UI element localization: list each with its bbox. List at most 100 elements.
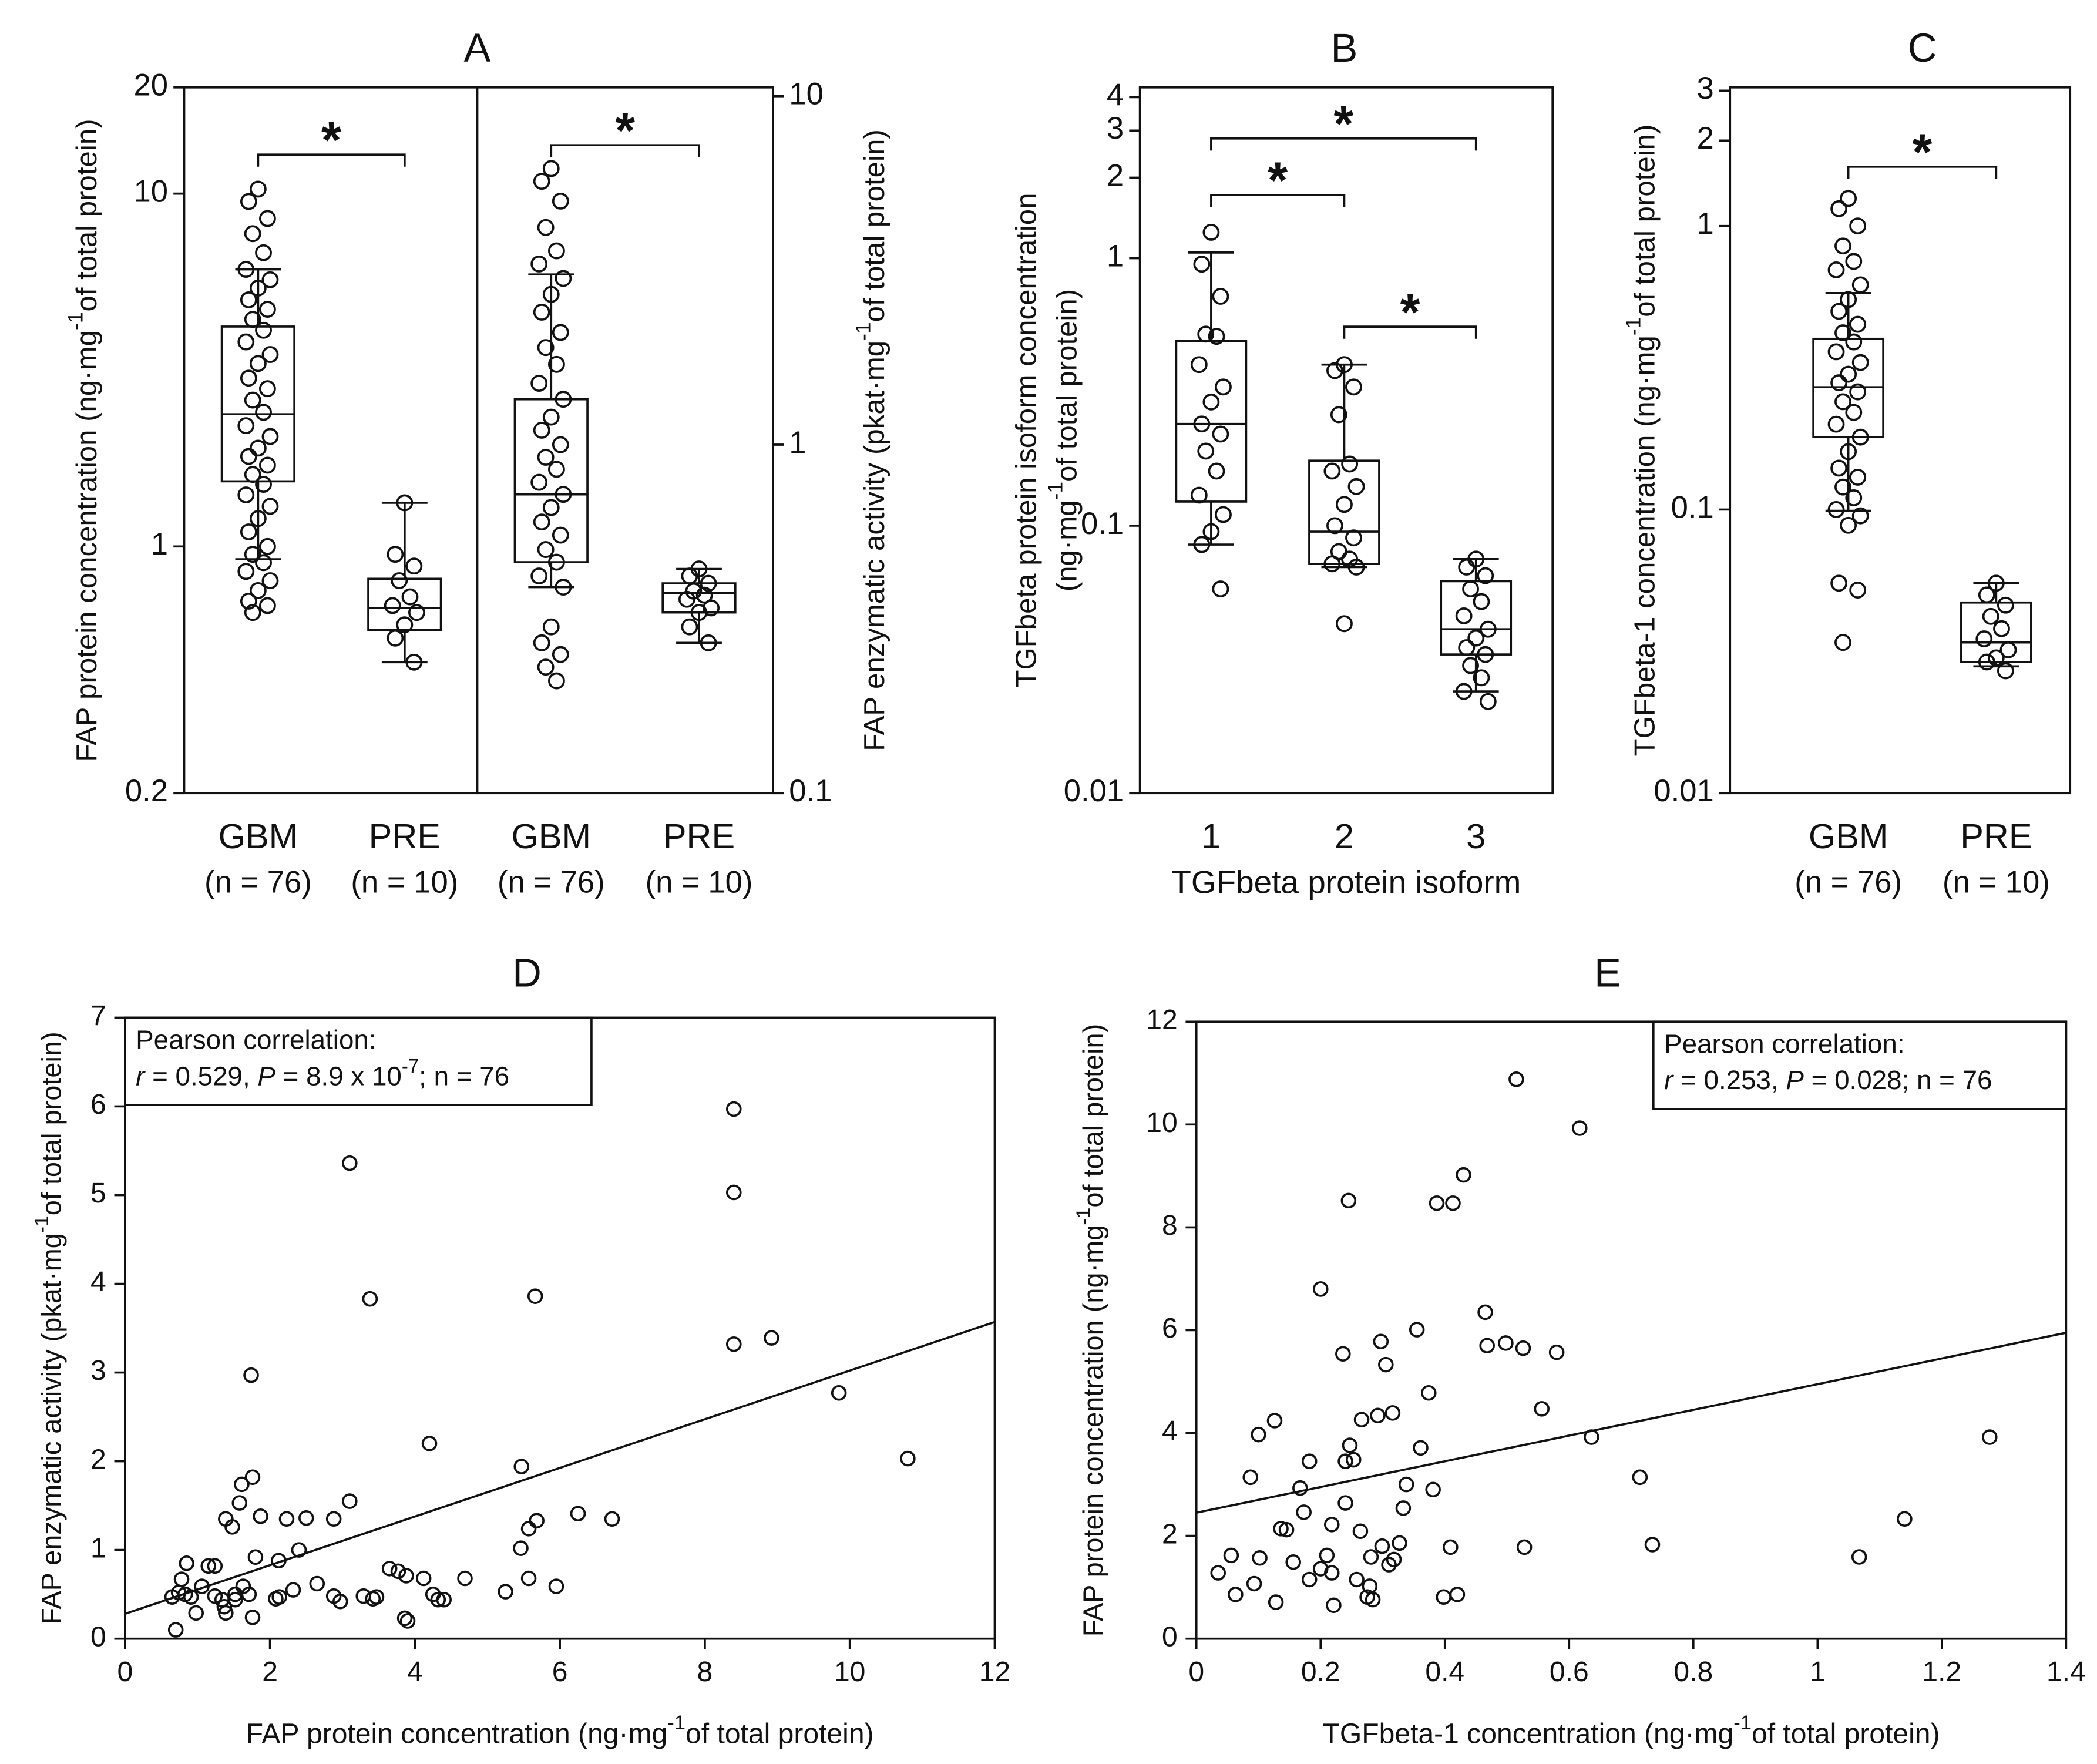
data-point (1212, 288, 1229, 305)
x-sublabel: (n = 10) (1943, 865, 2050, 900)
data-point (552, 324, 569, 341)
data-point (530, 256, 548, 273)
data-point (231, 1495, 248, 1511)
significance-bracket (1210, 194, 1346, 207)
data-point (520, 1570, 537, 1587)
data-point (167, 1622, 184, 1638)
data-point (1345, 378, 1362, 396)
x-axis-label: TGFbeta protein isoform (1171, 863, 1521, 900)
x-axis-label: FAP protein concentration (ng·mg-1of tot… (246, 1712, 874, 1749)
data-point (725, 1184, 742, 1201)
data-point (1449, 1587, 1466, 1602)
box (661, 582, 737, 614)
data-point (1830, 374, 1848, 391)
data-point (1346, 1451, 1362, 1468)
data-point (1845, 333, 1863, 351)
data-point (249, 180, 267, 198)
data-point (291, 1542, 307, 1558)
data-point (1341, 455, 1359, 473)
text-part: = 0.529, (144, 1061, 257, 1091)
data-point (278, 1511, 295, 1527)
data-point (1473, 669, 1490, 687)
x-tick-label: 4 (407, 1657, 423, 1688)
annotation-text: r = 0.253, P = 0.028; n = 76 (1664, 1065, 1992, 1095)
x-sublabel: (n = 76) (1794, 865, 1902, 900)
data-point (1851, 1549, 1867, 1565)
y-tick-label: 4 (90, 1266, 106, 1298)
data-point (1840, 291, 1857, 308)
y-tick-label: 0 (1162, 1621, 1178, 1652)
data-point (1456, 1167, 1471, 1183)
data-point (244, 311, 261, 328)
data-point (690, 604, 708, 621)
text-part: TGFbeta-1 concentration (ng·mg (1323, 1718, 1734, 1749)
data-point (1266, 1413, 1283, 1429)
data-point (1975, 630, 1993, 647)
data-point (681, 618, 698, 636)
data-point (1323, 555, 1341, 573)
data-point (258, 597, 276, 614)
data-point (725, 1336, 742, 1352)
data-point (1208, 462, 1225, 480)
data-point (1830, 303, 1848, 320)
data-point (1999, 641, 2017, 658)
y-axis-label: TGFbeta protein isoform concentration (1010, 193, 1043, 687)
data-point (1337, 1495, 1353, 1511)
data-point (548, 672, 565, 690)
text-part: of total protein) (1752, 1718, 1940, 1749)
fit-line (1196, 1332, 2066, 1514)
data-point (1340, 1192, 1357, 1209)
data-point (355, 1588, 372, 1604)
data-point (1849, 582, 1867, 599)
text-part: -1 (1622, 317, 1645, 335)
data-point (332, 1593, 348, 1610)
y-tick-label: 3 (90, 1355, 106, 1386)
data-point (179, 1555, 194, 1571)
x-tick-label: 1.4 (2046, 1657, 2086, 1688)
data-point (384, 597, 401, 614)
x-tick-label: 0 (1188, 1657, 1204, 1688)
data-point (555, 579, 572, 596)
data-point (548, 242, 565, 260)
data-point (555, 270, 572, 287)
data-point (1349, 1571, 1365, 1588)
data-point (1445, 1195, 1461, 1211)
text-part: = 0.028; n = 76 (1804, 1065, 1992, 1095)
data-point (533, 173, 550, 190)
data-point (1378, 1356, 1394, 1373)
data-point (1395, 1500, 1412, 1516)
data-point (1467, 629, 1485, 647)
panel-title: C (1908, 25, 1937, 70)
data-point (1374, 1538, 1390, 1554)
text-part: of total protein) (1628, 125, 1661, 317)
y-tick-label: 10 (134, 174, 169, 209)
data-point (695, 586, 713, 604)
plot-frame (1138, 86, 1554, 795)
text-part: FAP enzymatic activity (pkat·mg (858, 341, 890, 751)
panel-title: B (1331, 25, 1358, 70)
data-point (240, 523, 257, 540)
data-point (533, 634, 550, 651)
data-point (1515, 1340, 1531, 1356)
data-point (1336, 356, 1353, 374)
data-point (1202, 523, 1220, 540)
data-point (405, 557, 423, 575)
data-point (1458, 558, 1476, 576)
text-part: Pearson correlation: (1664, 1029, 1904, 1059)
data-point (1534, 1401, 1550, 1417)
data-point (1477, 1304, 1493, 1321)
data-point (399, 1613, 416, 1629)
data-point (1352, 1523, 1369, 1540)
data-point (604, 1511, 620, 1527)
data-point (240, 369, 257, 387)
data-point (542, 499, 560, 516)
significance-label: * (615, 102, 635, 159)
y-tick-label: 1 (789, 425, 806, 460)
data-point (1479, 620, 1497, 638)
data-point (1197, 442, 1215, 460)
data-point (173, 1571, 190, 1587)
data-point (1413, 1440, 1429, 1456)
data-point (1840, 443, 1857, 461)
significance-bracket (1343, 325, 1477, 339)
data-point (513, 1459, 530, 1474)
